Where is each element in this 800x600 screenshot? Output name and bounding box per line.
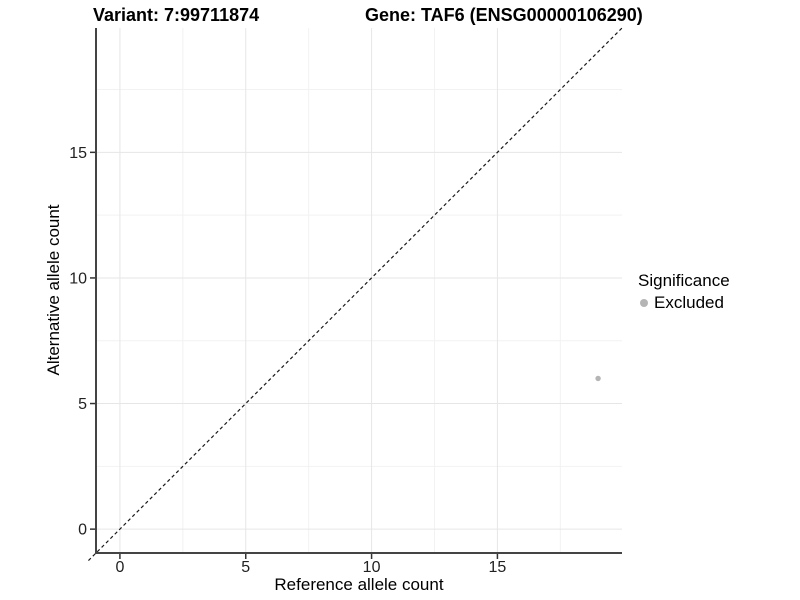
data-point <box>595 375 601 382</box>
variant-title: Variant: 7:99711874 <box>93 5 260 25</box>
y-tick-label: 5 <box>78 396 87 413</box>
y-axis-title: Alternative allele count <box>44 204 63 375</box>
legend-entry-excluded: Excluded <box>638 293 730 313</box>
excluded-point-icon <box>640 299 648 307</box>
x-tick-label: 5 <box>241 559 250 576</box>
x-tick-label: 0 <box>115 559 124 576</box>
legend-entry-label: Excluded <box>654 293 724 312</box>
identity-dashed-line <box>88 27 623 561</box>
y-tick-label: 10 <box>69 270 87 287</box>
x-tick-label: 15 <box>489 559 507 576</box>
y-tick-label: 15 <box>69 145 87 162</box>
gene-title: Gene: TAF6 (ENSG00000106290) <box>365 5 643 25</box>
y-tick-label: 0 <box>78 522 87 539</box>
legend: Significance Excluded <box>638 271 730 313</box>
legend-title: Significance <box>638 271 730 290</box>
x-axis-title: Reference allele count <box>274 575 443 594</box>
x-tick-label: 10 <box>363 559 381 576</box>
